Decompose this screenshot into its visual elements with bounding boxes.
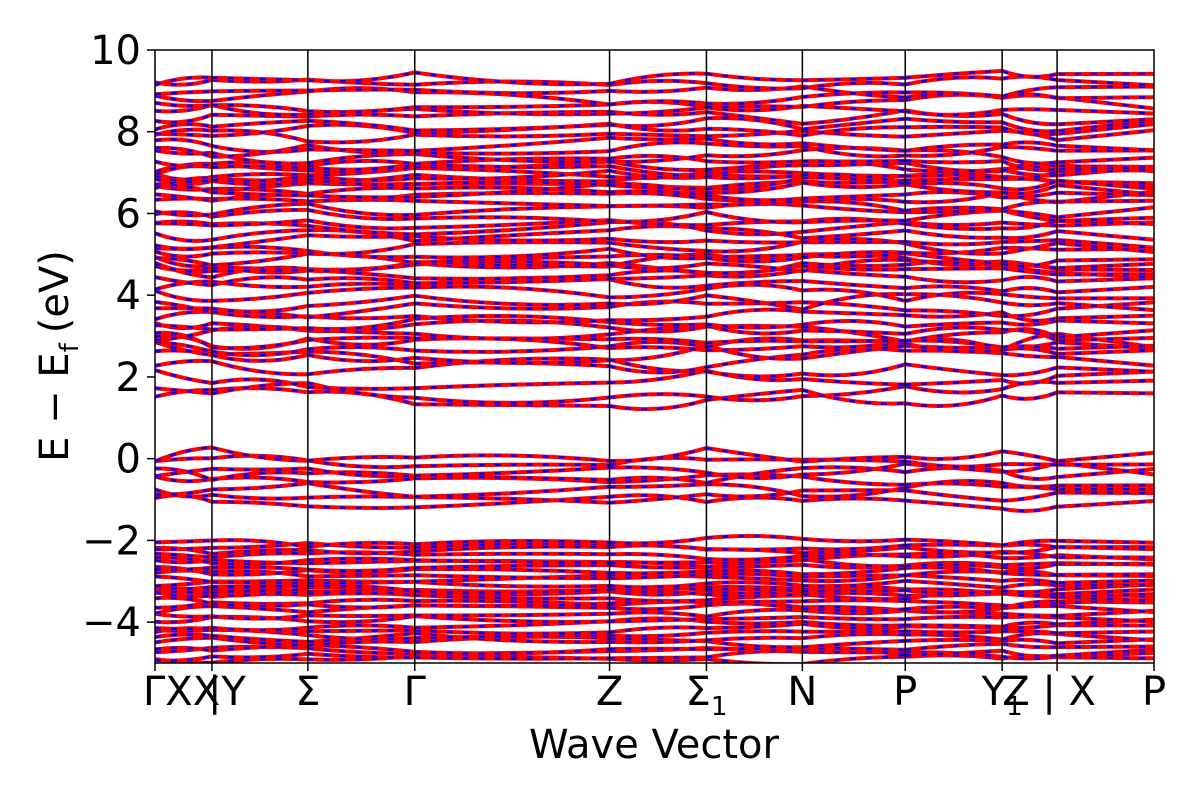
band-line-blue-dashed bbox=[155, 569, 1154, 580]
x-tick-label: P bbox=[1142, 669, 1166, 715]
x-tick-label: N bbox=[787, 669, 817, 715]
band-line-blue-dashed bbox=[155, 116, 1154, 133]
x-tick-label: Σ bbox=[295, 669, 320, 715]
y-tick-label: 4 bbox=[116, 273, 141, 319]
bands-layer bbox=[155, 68, 1154, 663]
high-symmetry-lines bbox=[211, 50, 1058, 663]
band-line-blue-dashed bbox=[155, 181, 1154, 199]
x-tick-label: Z | X bbox=[1002, 669, 1096, 715]
band-line-blue-dashed bbox=[155, 258, 1154, 274]
band-line-blue-dashed bbox=[155, 208, 1154, 224]
y-tick-label: 0 bbox=[116, 437, 141, 483]
band-line-blue-dashed bbox=[155, 642, 1154, 655]
band-line-blue-dashed bbox=[155, 69, 1154, 86]
y-tick-label: −4 bbox=[82, 600, 141, 646]
band-line-blue-dashed bbox=[155, 292, 1154, 313]
y-tick-label: 8 bbox=[116, 110, 141, 156]
x-axis-title: Wave Vector bbox=[529, 722, 780, 768]
x-tick-label: Σ1 bbox=[686, 669, 728, 722]
band-line-blue-dashed bbox=[155, 614, 1154, 624]
x-tick-label: |Y bbox=[208, 669, 246, 715]
band-line-blue-dashed bbox=[155, 85, 1154, 99]
y-axis-title: E − Ef (eV) bbox=[32, 250, 85, 462]
band-line-blue-dashed bbox=[155, 264, 1154, 281]
x-tick-label: Z bbox=[596, 669, 623, 715]
band-line-blue-dashed bbox=[155, 268, 1154, 287]
band-line-blue-dashed bbox=[155, 168, 1154, 185]
band-line-blue-dashed bbox=[155, 314, 1154, 331]
band-line-blue-dashed bbox=[155, 368, 1154, 391]
band-line-blue-dashed bbox=[155, 479, 1154, 499]
x-tick-label: Y1 bbox=[981, 669, 1023, 722]
band-line-blue-dashed bbox=[155, 357, 1154, 378]
y-tick-label: 6 bbox=[116, 191, 141, 237]
x-tick-label: P bbox=[893, 669, 917, 715]
x-tick-label-subscript: 1 bbox=[1006, 692, 1023, 722]
band-line-blue-dashed bbox=[155, 324, 1154, 342]
y-tick-label: 2 bbox=[116, 355, 141, 401]
band-line-blue-dashed bbox=[155, 379, 1154, 405]
band-line-blue-dashed bbox=[155, 136, 1154, 154]
band-line-blue-dashed bbox=[155, 488, 1154, 504]
band-line-blue-dashed bbox=[155, 534, 1154, 549]
band-line-blue-dashed bbox=[155, 233, 1154, 251]
x-axis: ΓXX|Y Σ Γ Z Σ1 N P Y1Z | X P bbox=[143, 663, 1166, 722]
band-line-blue-dashed bbox=[155, 446, 1154, 463]
x-tick-label: ΓXX bbox=[143, 669, 220, 715]
y-axis-title-main: E − E bbox=[32, 352, 78, 462]
band-line-blue-dashed bbox=[155, 341, 1154, 365]
y-axis-title-unit: (eV) bbox=[32, 250, 78, 333]
y-axis-title-subscript: f bbox=[55, 342, 85, 352]
y-tick-label: −2 bbox=[82, 518, 141, 564]
band-line-blue-dashed bbox=[155, 541, 1154, 551]
band-line-blue-dashed bbox=[155, 161, 1154, 179]
x-tick-label: Γ bbox=[404, 669, 427, 715]
y-axis: −4 −2 0 2 4 6 8 10 bbox=[82, 28, 155, 646]
y-tick-label: 10 bbox=[90, 28, 141, 74]
plot-frame bbox=[154, 49, 1155, 664]
x-tick-label-subscript: 1 bbox=[711, 692, 728, 722]
band-line-blue-dashed bbox=[155, 308, 1154, 324]
band-line-blue-dashed bbox=[155, 283, 1154, 303]
